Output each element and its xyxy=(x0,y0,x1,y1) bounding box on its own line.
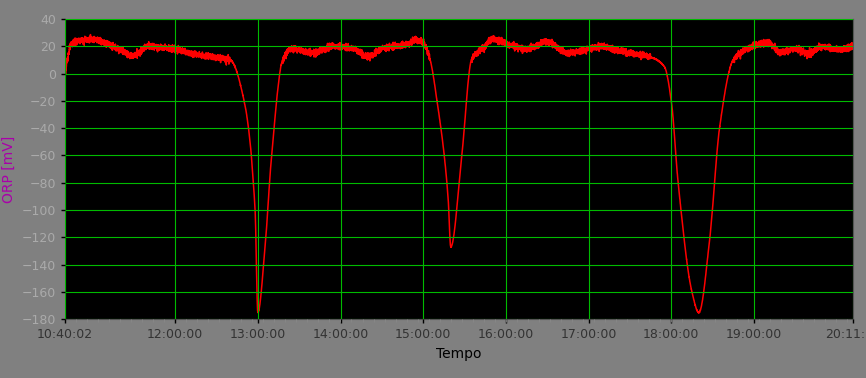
Y-axis label: ORP [mV]: ORP [mV] xyxy=(2,136,16,203)
X-axis label: Tempo: Tempo xyxy=(436,347,481,361)
